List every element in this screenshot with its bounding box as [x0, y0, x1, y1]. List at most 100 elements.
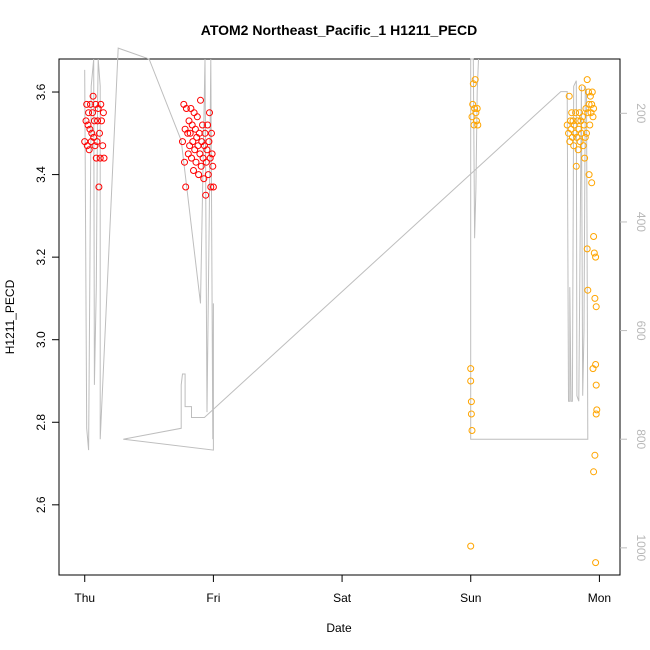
x-tick-label: Fri: [206, 591, 220, 605]
data-point: [592, 303, 600, 311]
plot-frame: [58, 58, 621, 576]
data-point: [570, 142, 578, 150]
data-point: [202, 158, 210, 166]
data-point: [186, 142, 194, 150]
y-axis-label: H1211_PECD: [3, 279, 17, 354]
data-point: [95, 183, 103, 191]
right-tick-label: 800: [634, 429, 648, 449]
right-tick-label: 400: [634, 212, 648, 232]
data-point: [182, 105, 190, 112]
data-point: [91, 142, 99, 150]
data-point: [583, 76, 591, 84]
data-point: [188, 154, 195, 162]
data-point: [469, 80, 477, 88]
data-point: [576, 138, 584, 146]
data-point: [581, 133, 589, 141]
data-point: [590, 233, 598, 240]
data-point: [191, 125, 199, 133]
data-point: [468, 427, 476, 434]
x-tick-label: Mon: [588, 591, 611, 605]
x-axis-label: Date: [326, 621, 352, 635]
data-point: [585, 100, 593, 108]
data-point: [195, 171, 203, 179]
x-axis: Thu Fri Sat Sun Mon: [74, 574, 611, 605]
data-point: [96, 129, 103, 137]
data-point: [574, 146, 582, 154]
data-point: [184, 129, 192, 137]
data-point: [197, 96, 204, 104]
data-point: [83, 142, 91, 150]
data-point: [184, 150, 192, 158]
data-point: [204, 121, 212, 129]
data-point: [202, 191, 210, 199]
data-point: [592, 410, 600, 418]
data-point: [467, 542, 475, 550]
data-point: [192, 158, 200, 166]
data-point: [585, 88, 592, 96]
data-point: [209, 162, 217, 170]
data-point: [190, 109, 198, 117]
data-point: [592, 381, 600, 389]
data-point: [579, 142, 587, 150]
data-point: [567, 117, 574, 125]
data-point: [578, 84, 586, 92]
data-point: [208, 150, 216, 158]
chart-title: ATOM2 Northeast_Pacific_1 H1211_PECD: [201, 22, 478, 38]
data-point: [588, 100, 596, 108]
data-point: [565, 92, 573, 100]
data-point: [93, 138, 101, 146]
data-point: [191, 146, 199, 154]
data-point: [577, 129, 585, 137]
data-point: [574, 117, 581, 125]
data-point: [592, 361, 600, 368]
data-point: [568, 109, 576, 117]
data-point: [87, 100, 94, 108]
data-point: [196, 150, 204, 158]
data-point: [92, 154, 100, 162]
data-point: [96, 154, 104, 162]
data-point: [586, 92, 594, 100]
y-tick-label: 3.0: [34, 331, 48, 348]
data-point: [181, 158, 188, 166]
data-point: [200, 175, 208, 183]
data-point: [94, 117, 102, 125]
data-point: [99, 109, 107, 117]
data-point: [98, 117, 105, 125]
data-point: [473, 105, 481, 112]
data-point: [585, 171, 593, 179]
data-point: [583, 245, 591, 253]
data-point: [206, 109, 213, 117]
data-point: [586, 121, 594, 129]
data-point: [471, 76, 479, 84]
data-point: [83, 100, 91, 108]
data-point: [205, 138, 213, 146]
right-tick-label: 200: [634, 103, 648, 123]
y-tick-label: 3.2: [34, 248, 48, 265]
data-point: [90, 117, 98, 125]
data-point: [579, 113, 587, 121]
data-point: [473, 117, 480, 125]
y-axis: 2.6 2.8 3.0 3.2 3.4 3.6: [34, 83, 59, 513]
data-point: [572, 162, 580, 170]
y-tick-label: 2.6: [34, 496, 48, 513]
x-tick-label: Thu: [74, 591, 95, 605]
data-point: [88, 129, 96, 137]
data-point: [592, 559, 600, 567]
points-layer: [81, 76, 601, 567]
data-point: [186, 129, 194, 137]
data-point: [592, 253, 600, 261]
data-point: [581, 154, 589, 162]
data-point: [82, 117, 90, 125]
right-axis: 200 400 600 800 1000: [620, 103, 648, 562]
data-point: [474, 121, 482, 129]
data-point: [187, 105, 195, 112]
data-point: [204, 171, 212, 179]
data-point: [100, 154, 108, 162]
data-point: [467, 365, 475, 373]
data-point: [206, 154, 214, 162]
data-point: [584, 286, 592, 294]
data-point: [189, 138, 197, 146]
data-point: [588, 88, 596, 96]
data-point: [84, 121, 92, 129]
